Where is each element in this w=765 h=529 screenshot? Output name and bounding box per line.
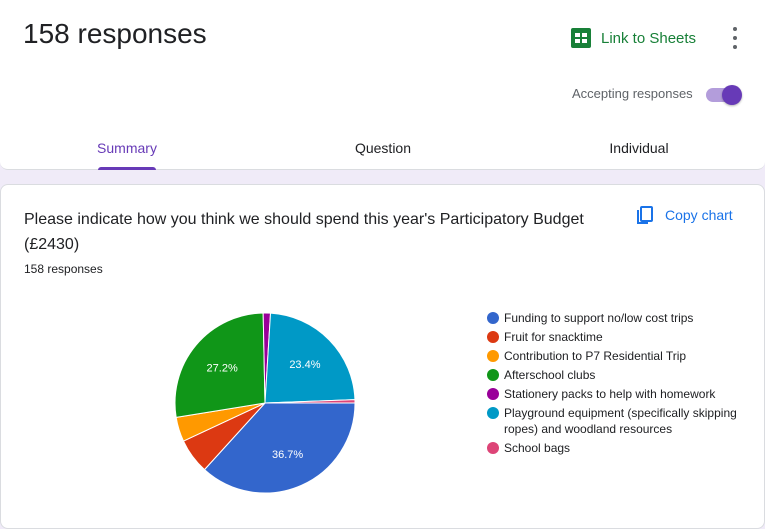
legend-item: Contribution to P7 Residential Trip	[487, 348, 737, 364]
question-response-count: 158 responses	[24, 262, 103, 276]
chart-legend: Funding to support no/low cost trips Frui…	[487, 310, 737, 459]
legend-swatch	[487, 442, 499, 454]
question-title: Please indicate how you think we should …	[24, 211, 584, 253]
pie-slice-6	[264, 399, 356, 404]
copy-chart-button[interactable]: Copy chart	[635, 205, 733, 225]
question-summary-card: Please indicate how you think we should …	[0, 184, 765, 529]
legend-label: Fruit for snacktime	[504, 330, 603, 344]
responses-title: 158 responses	[23, 18, 207, 49]
legend-item: Fruit for snacktime	[487, 329, 737, 345]
tab-summary[interactable]: Summary	[97, 140, 157, 156]
toggle-thumb	[722, 85, 742, 105]
tab-individual[interactable]: Individual	[609, 140, 669, 156]
legend-swatch	[487, 407, 499, 419]
legend-swatch	[487, 312, 499, 324]
legend-label: Stationery packs to help with homework	[504, 387, 716, 401]
sheets-icon	[571, 28, 591, 48]
summary-header-card: 158 responses Link to Sheets Accepting r…	[0, 0, 765, 170]
legend-swatch	[487, 388, 499, 400]
more-options-icon[interactable]	[726, 27, 744, 49]
legend-item: School bags	[487, 440, 737, 456]
pie-slice-0	[203, 402, 356, 494]
copy-chart-label: Copy chart	[665, 207, 733, 223]
pie-slice-5	[264, 312, 356, 404]
pie-data-label-0: 36.7%	[272, 449, 303, 461]
copy-icon	[637, 206, 653, 224]
legend-label: Funding to support no/low cost trips	[504, 311, 694, 325]
pie-slice-3	[174, 312, 266, 418]
legend-item: Afterschool clubs	[487, 367, 737, 383]
legend-swatch	[487, 369, 499, 381]
accepting-responses-toggle[interactable]	[706, 85, 742, 105]
pie-data-label-3: 27.2%	[207, 362, 238, 374]
legend-label: School bags	[504, 441, 571, 455]
tab-question[interactable]: Question	[354, 140, 412, 156]
accepting-responses-label: Accepting responses	[572, 86, 693, 101]
legend-swatch	[487, 350, 499, 362]
legend-label: Contribution to P7 Residential Trip	[504, 349, 687, 363]
pie-data-label-5: 23.4%	[289, 359, 320, 371]
link-to-sheets-label: Link to Sheets	[601, 29, 697, 47]
legend-item: Playground equipment (specifically skipp…	[487, 405, 737, 437]
legend-item: Funding to support no/low cost trips	[487, 310, 737, 326]
legend-label: Playground equipment (specifically skipp…	[504, 406, 737, 436]
pie-chart: 36.7% 27.2% 23.4%	[174, 312, 356, 494]
legend-label: Afterschool clubs	[504, 368, 596, 382]
legend-item: Stationery packs to help with homework	[487, 386, 737, 402]
link-to-sheets-button[interactable]: Link to Sheets	[571, 26, 696, 50]
active-tab-indicator	[98, 167, 156, 170]
legend-swatch	[487, 331, 499, 343]
